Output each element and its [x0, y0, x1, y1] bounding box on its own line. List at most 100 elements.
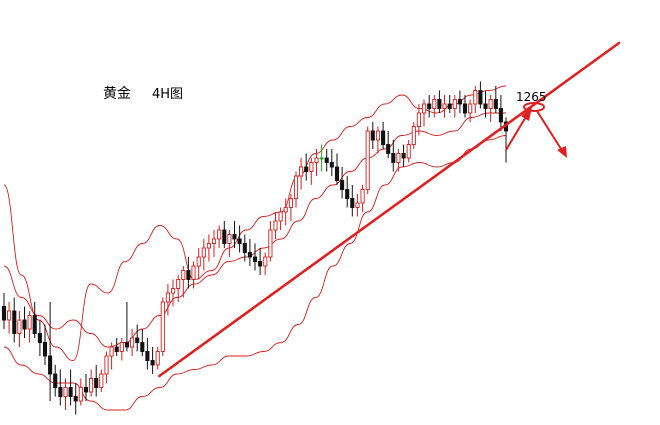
candle [99, 369, 104, 392]
candle-body [119, 342, 124, 352]
candle [324, 149, 329, 172]
candle [42, 324, 48, 365]
candle-body [473, 90, 478, 105]
candle [334, 153, 340, 185]
candle-body [73, 396, 78, 402]
candle-body [252, 256, 258, 262]
candle [288, 194, 293, 221]
candle [252, 243, 258, 271]
candle [104, 351, 109, 383]
candle [411, 122, 416, 149]
candle-body [145, 351, 150, 361]
candle-body [488, 99, 493, 109]
candle-body [457, 99, 462, 105]
candle [498, 95, 503, 131]
candle-body [452, 99, 457, 109]
candle-body [171, 288, 176, 294]
candle-body [186, 270, 191, 280]
candle-body [124, 342, 130, 348]
candle [145, 338, 150, 370]
candle-body [314, 157, 319, 163]
candle-body [263, 256, 268, 267]
candle-body [211, 238, 217, 244]
candle-body [468, 103, 473, 114]
candle [73, 383, 78, 415]
candle [124, 302, 130, 352]
candle [468, 99, 473, 122]
candle-body [355, 202, 360, 208]
candle [483, 90, 488, 118]
candle [78, 378, 83, 406]
decline-arrow [536, 110, 564, 153]
candle-body [268, 229, 273, 258]
candle [365, 126, 370, 194]
candle [150, 347, 155, 374]
candle-body [17, 319, 22, 334]
candle-body [345, 189, 350, 199]
candle [27, 311, 32, 343]
candle [355, 194, 360, 217]
candle-body [283, 207, 288, 213]
candle [437, 90, 442, 113]
candle-body [493, 99, 498, 109]
candle [396, 149, 401, 172]
candle-body [48, 355, 53, 375]
candle-body [130, 337, 135, 348]
candle-body [329, 162, 334, 168]
candle [329, 149, 334, 176]
candle-body [416, 112, 421, 127]
candle-body [432, 99, 437, 109]
candle-body [334, 166, 340, 181]
candle-body [222, 229, 227, 244]
candle [63, 378, 68, 410]
candle [12, 297, 17, 343]
candle [432, 95, 437, 118]
candle-body [370, 130, 375, 141]
candle-body [22, 319, 27, 330]
candle-body [396, 153, 401, 163]
candle-body [78, 387, 83, 402]
candle [309, 158, 314, 185]
candle [340, 167, 345, 199]
bollinger-upper-band [3, 85, 507, 361]
candle-body [442, 103, 447, 109]
candle [350, 185, 355, 217]
candle-body [498, 108, 503, 123]
trendline [158, 41, 621, 378]
candle-body [89, 378, 94, 393]
candle [109, 342, 114, 370]
candle [53, 365, 58, 397]
candle-body [406, 144, 411, 159]
candle-body [288, 198, 293, 208]
candle-body [206, 243, 211, 249]
candle-body [165, 292, 170, 303]
bollinger-lower-band [3, 135, 507, 411]
candle [237, 225, 242, 253]
candle-body [94, 378, 99, 388]
candle-body [309, 162, 314, 172]
candle-body [299, 166, 304, 177]
annotations [158, 41, 621, 378]
decline-arrow-head [557, 146, 567, 158]
candle-body [427, 103, 432, 109]
candle-body [478, 90, 483, 105]
candle [422, 99, 427, 127]
candle-body [176, 279, 181, 289]
candle-body [150, 360, 155, 366]
candle [427, 95, 432, 118]
candle [196, 248, 201, 280]
candle-body [483, 103, 488, 109]
candle [191, 261, 196, 289]
candle-body [191, 265, 196, 280]
candle [473, 86, 478, 113]
candle [360, 185, 365, 212]
candle [375, 126, 381, 154]
candle-body [32, 315, 37, 334]
candle-body [365, 130, 370, 190]
candle-body [58, 387, 63, 397]
candle-body [350, 198, 355, 208]
candle [155, 347, 160, 370]
candle-body [68, 387, 73, 397]
candle-body [155, 351, 160, 366]
